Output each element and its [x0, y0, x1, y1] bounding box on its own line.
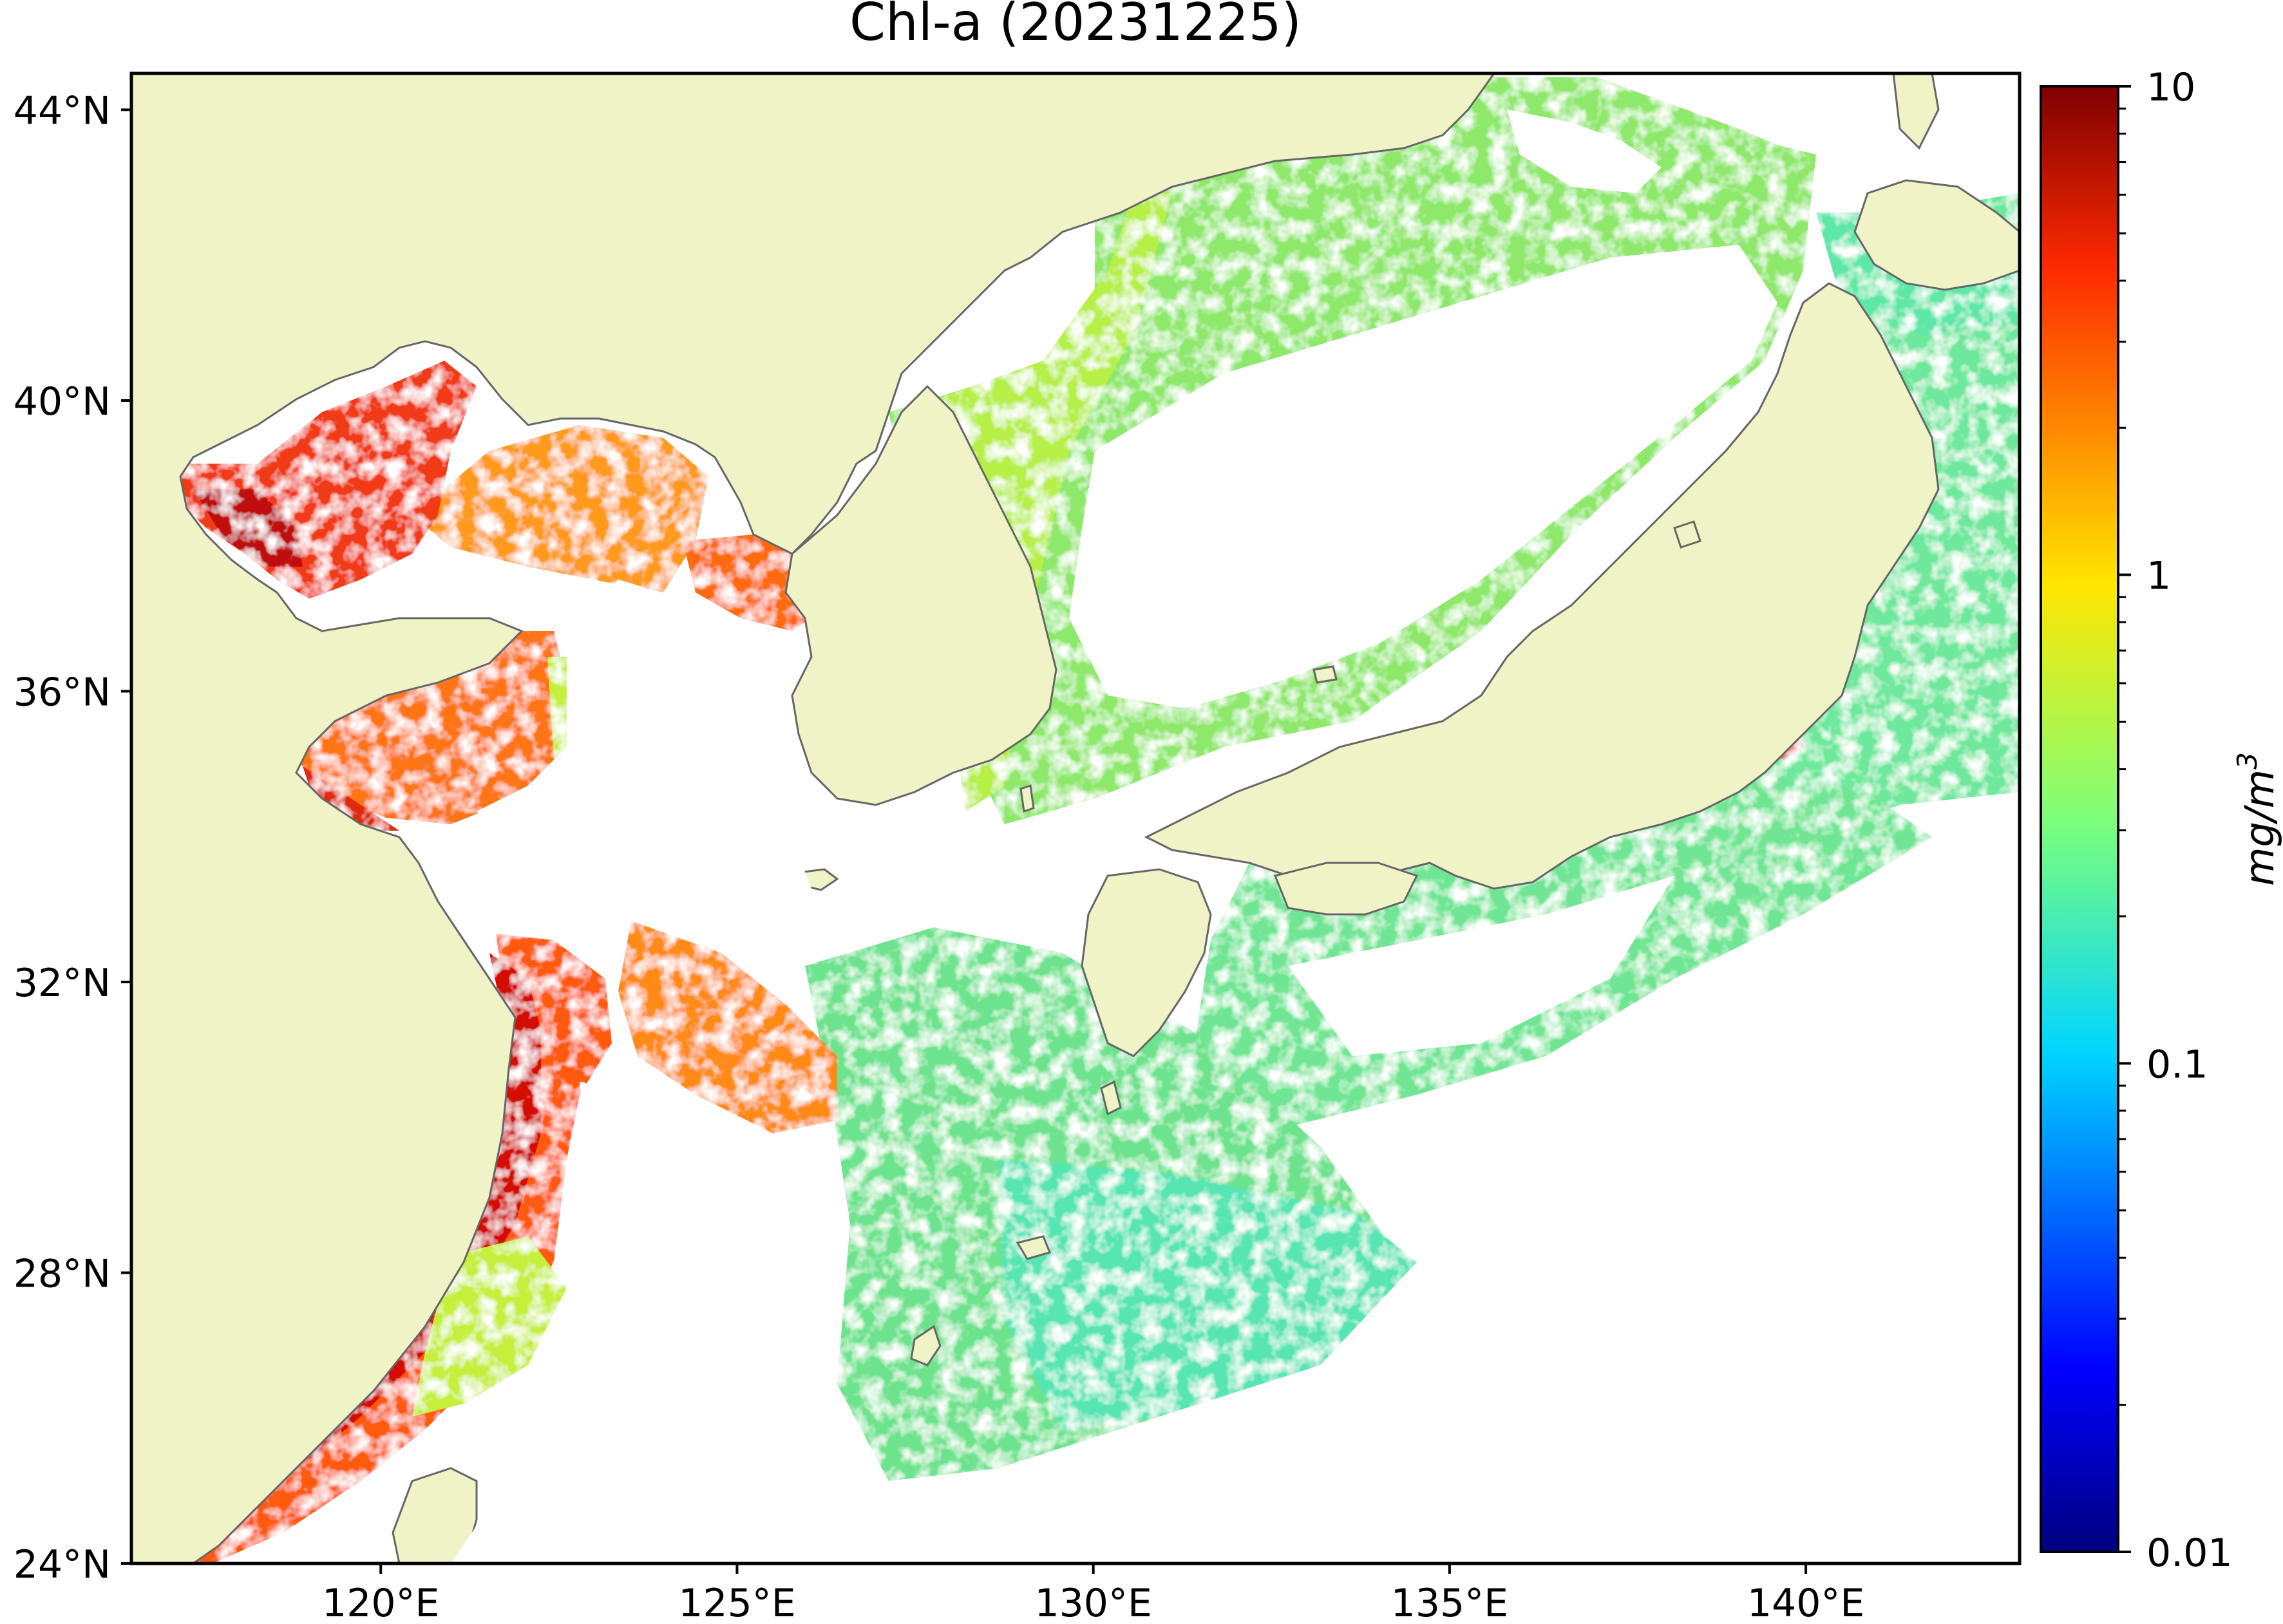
chl-jiangsu-coast	[303, 766, 399, 831]
lat-tick-label: 32°N	[14, 961, 111, 1006]
chl-northern-strip	[1481, 77, 1816, 212]
colorbar-ticks: 10 1 0.1 0.01	[2118, 65, 2233, 1576]
land-hokkaido	[1853, 179, 2020, 291]
land-okinawa	[910, 1325, 942, 1366]
no-data-east-china-sea	[451, 1082, 837, 1563]
colorbar-label: mg/m3	[2231, 752, 2283, 886]
land-kyushu	[1081, 868, 1212, 1057]
no-data-pacific-south	[1030, 998, 2020, 1563]
latitude-axis: 24°N 28°N 32°N 36°N 40°N 44°N	[14, 88, 131, 1587]
lon-tick-label: 130°E	[1034, 1581, 1151, 1624]
lat-tick-label: 28°N	[14, 1251, 111, 1296]
chl-offshore-plume	[618, 921, 837, 1133]
lat-tick-label: 44°N	[14, 88, 111, 133]
lat-tick-label: 36°N	[14, 670, 111, 715]
land	[131, 73, 2020, 1563]
map-frame	[129, 71, 2022, 1565]
chl-bohai-inner	[193, 489, 303, 567]
land-tsushima	[1019, 784, 1035, 813]
longitude-axis: 120°E 125°E 130°E 135°E 140°E	[322, 1563, 1864, 1624]
colorbar-tick-label: 1	[2146, 554, 2171, 599]
chl-korea-bay	[412, 425, 708, 592]
lon-tick-label: 140°E	[1747, 1581, 1864, 1624]
land-oki	[1312, 665, 1338, 684]
land-china-north	[131, 73, 1495, 1563]
land-amami	[1016, 1235, 1052, 1260]
land-korean-peninsula	[784, 384, 1057, 806]
colorbar-tick-label: 10	[2146, 65, 2195, 110]
colorbar: 10 1 0.1 0.01 mg/m3	[2040, 65, 2283, 1576]
land-japan-honshu	[1144, 282, 1940, 890]
no-data-sea-of-japan-center	[1069, 245, 1777, 708]
chl-ryukyu-band	[998, 1159, 1417, 1430]
land-sado	[1673, 520, 1701, 549]
lat-tick-label: 24°N	[14, 1542, 111, 1587]
land-shikoku	[1273, 862, 1419, 916]
colorbar-tick-label: 0.01	[2146, 1531, 2233, 1576]
lon-tick-label: 135°E	[1391, 1581, 1508, 1624]
no-data-blotches	[451, 109, 2020, 1563]
colorbar-tick-label: 0.1	[2146, 1042, 2208, 1087]
land-tanegashima	[1100, 1080, 1122, 1116]
map-panel	[131, 73, 2020, 1563]
map-title: Chl-a (20231225)	[849, 0, 1302, 52]
no-data-hokkaido-sea	[1507, 109, 1662, 193]
lat-tick-label: 40°N	[14, 379, 111, 424]
no-data-yellow-sea	[477, 580, 811, 927]
lon-tick-label: 125°E	[678, 1581, 795, 1624]
no-data-pacific-shikoku	[1288, 876, 1674, 1056]
colorbar-gradient	[2041, 86, 2118, 1552]
colorbar-frame	[2040, 85, 2119, 1553]
land-sakhalin-tip	[1892, 73, 1940, 150]
lon-tick-label: 120°E	[322, 1581, 439, 1624]
